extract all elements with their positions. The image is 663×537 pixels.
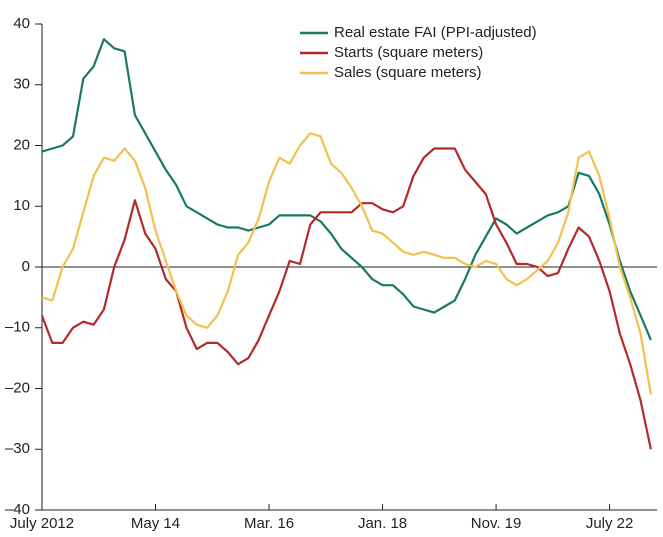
x-tick-label: July 2012 — [10, 515, 74, 532]
y-tick-label: –20 — [5, 379, 30, 396]
y-tick-label: –40 — [5, 501, 30, 518]
legend-label: Starts (square meters) — [334, 44, 483, 61]
y-tick-label: 10 — [13, 197, 30, 214]
x-tick-label: Nov. 19 — [471, 515, 522, 532]
legend-label: Real estate FAI (PPI-adjusted) — [334, 24, 537, 41]
x-tick-label: Jan. 18 — [358, 515, 407, 532]
x-tick-label: May 14 — [131, 515, 180, 532]
y-tick-label: 30 — [13, 76, 30, 93]
y-tick-label: 20 — [13, 136, 30, 153]
y-tick-label: 40 — [13, 15, 30, 32]
series-line — [41, 38, 652, 341]
series-line — [41, 132, 652, 395]
x-tick-label: July 22 — [586, 515, 634, 532]
x-tick-label: Mar. 16 — [244, 515, 294, 532]
y-tick-label: –10 — [5, 319, 30, 336]
legend-label: Sales (square meters) — [334, 64, 482, 81]
y-tick-label: 0 — [22, 258, 30, 275]
series-line — [40, 147, 652, 450]
y-tick-label: –30 — [5, 440, 30, 457]
